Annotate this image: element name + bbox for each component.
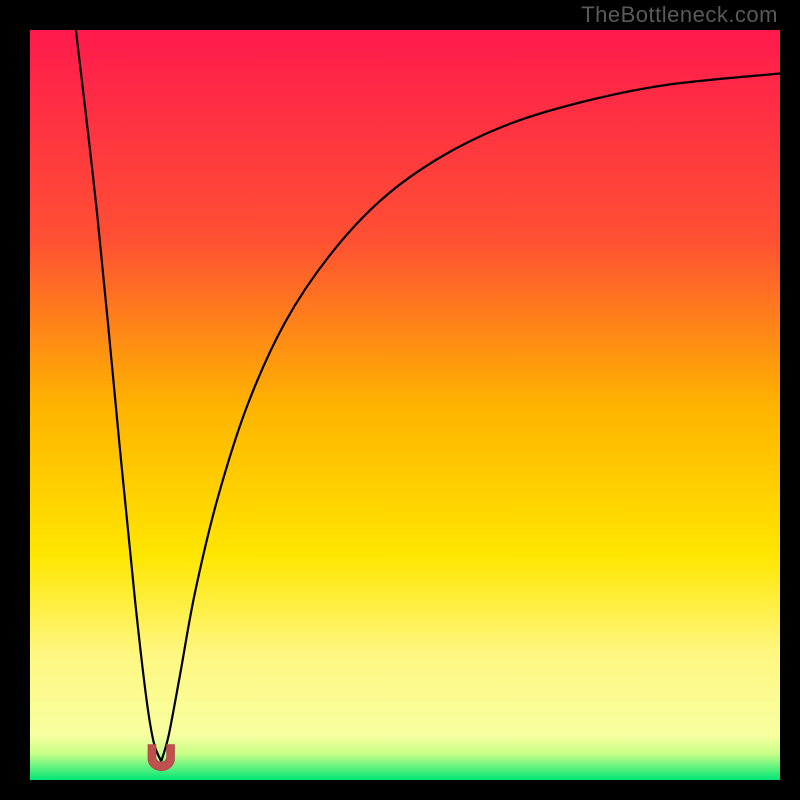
bottleneck-chart [0,0,800,800]
watermark-text: TheBottleneck.com [581,2,778,28]
chart-canvas: TheBottleneck.com [0,0,800,800]
